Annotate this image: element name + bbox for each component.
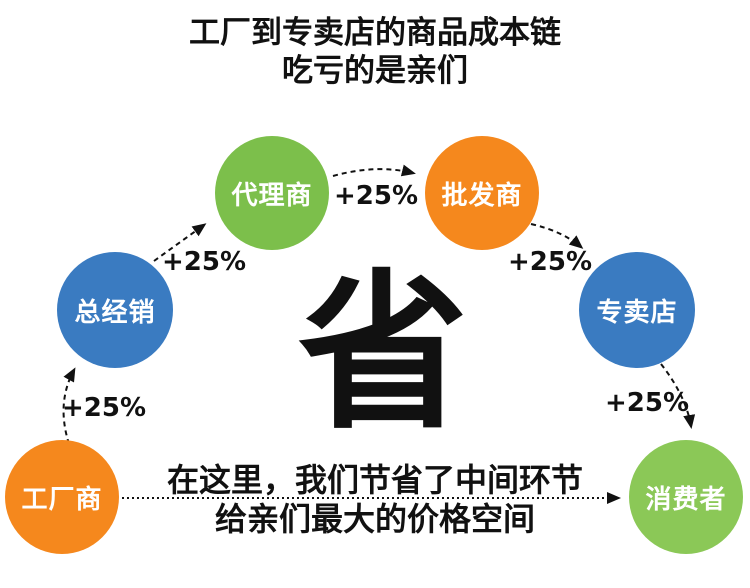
percent-label-distributor-agent: +25% xyxy=(161,247,247,277)
node-consumer-label: 消费者 xyxy=(645,484,727,515)
arrow-agent-to-wholesaler xyxy=(332,164,416,177)
node-general-distributor: 总经销 xyxy=(57,252,173,368)
title-line-1: 工厂到专卖店的商品成本链 xyxy=(189,15,561,51)
node-general-distributor-label: 总经销 xyxy=(74,297,156,328)
node-agent-label: 代理商 xyxy=(231,180,313,211)
footer-line-2: 给亲们最大的价格空间 xyxy=(214,500,535,538)
node-agent: 代理商 xyxy=(215,136,329,250)
node-wholesaler: 批发商 xyxy=(425,136,539,250)
node-factory: 工厂商 xyxy=(5,440,119,554)
percent-label-store-consumer: +25% xyxy=(604,388,690,418)
node-wholesaler-label: 批发商 xyxy=(441,180,523,211)
page-title: 工厂到专卖店的商品成本链 吃亏的是亲们 xyxy=(0,14,750,90)
percent-label-agent-wholesaler: +25% xyxy=(333,181,419,211)
title-line-2: 吃亏的是亲们 xyxy=(282,53,468,89)
footer-line-1: 在这里，我们节省了中间环节 xyxy=(166,461,583,499)
node-specialty-store-label: 专卖店 xyxy=(596,297,678,328)
percent-label-wholesaler-store: +25% xyxy=(507,247,593,277)
node-factory-label: 工厂商 xyxy=(21,484,103,515)
percent-label-factory-distributor: +25% xyxy=(61,393,147,423)
node-consumer: 消费者 xyxy=(629,440,743,554)
node-specialty-store: 专卖店 xyxy=(579,252,695,368)
footer-slogan: 在这里，我们节省了中间环节 给亲们最大的价格空间 xyxy=(0,461,750,539)
savings-character: 省 xyxy=(297,255,468,453)
arrow-wholesaler-to-store xyxy=(530,223,584,249)
